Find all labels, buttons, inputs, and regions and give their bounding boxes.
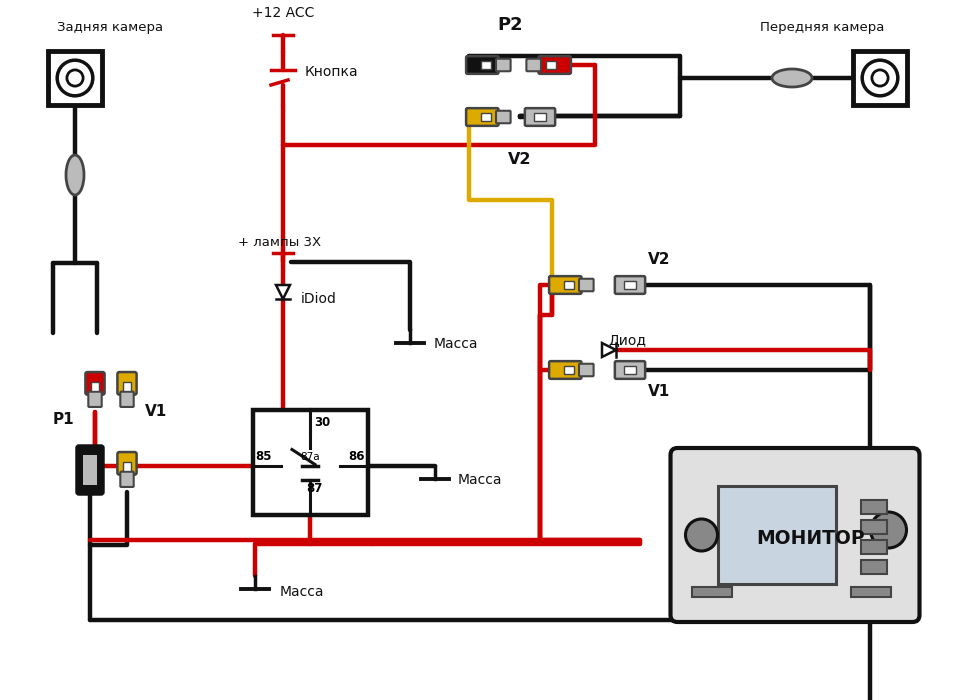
Bar	[252, 410, 368, 514]
Text: Диод: Диод	[608, 333, 646, 347]
Bar	[83, 455, 97, 485]
Ellipse shape	[772, 69, 812, 87]
Bar	[91, 382, 99, 391]
Circle shape	[862, 60, 898, 96]
Text: 30: 30	[314, 416, 330, 428]
Bar	[564, 281, 574, 288]
Text: Масса: Масса	[458, 473, 502, 487]
Text: 85: 85	[255, 449, 272, 463]
Text: V1: V1	[648, 384, 670, 400]
Bar	[48, 51, 102, 105]
Bar	[123, 462, 132, 471]
FancyBboxPatch shape	[77, 446, 103, 494]
Bar	[481, 113, 492, 120]
Text: 86: 86	[348, 449, 365, 463]
Text: 87a: 87a	[300, 452, 320, 461]
FancyBboxPatch shape	[579, 279, 593, 291]
FancyBboxPatch shape	[120, 472, 133, 487]
Circle shape	[685, 519, 717, 551]
Text: Масса: Масса	[280, 585, 324, 599]
Text: Кнопка: Кнопка	[305, 65, 359, 79]
FancyBboxPatch shape	[496, 59, 511, 71]
FancyBboxPatch shape	[549, 276, 582, 294]
Bar	[860, 500, 886, 514]
FancyBboxPatch shape	[614, 361, 645, 379]
Text: Задняя камера: Задняя камера	[57, 22, 163, 34]
Bar	[123, 382, 132, 391]
Bar	[534, 113, 546, 121]
Bar	[718, 486, 836, 584]
Text: V1: V1	[145, 405, 167, 419]
Bar	[691, 587, 732, 597]
Bar	[481, 62, 492, 69]
FancyBboxPatch shape	[85, 372, 105, 395]
Circle shape	[872, 70, 888, 86]
Bar	[860, 520, 886, 534]
FancyBboxPatch shape	[579, 364, 593, 377]
FancyBboxPatch shape	[496, 111, 511, 123]
FancyBboxPatch shape	[120, 392, 133, 407]
Bar	[860, 560, 886, 574]
Text: МОНИТОР: МОНИТОР	[756, 529, 865, 549]
FancyBboxPatch shape	[525, 108, 555, 126]
Bar	[860, 540, 886, 554]
Bar	[624, 281, 636, 289]
Bar	[851, 587, 891, 597]
Text: Масса: Масса	[434, 337, 478, 351]
Bar	[624, 366, 636, 374]
Bar	[546, 62, 556, 69]
Text: Передняя камера: Передняя камера	[759, 22, 884, 34]
Text: +12 ACC: +12 ACC	[252, 6, 314, 20]
Bar	[853, 51, 907, 105]
Polygon shape	[602, 343, 616, 357]
Bar	[564, 366, 574, 374]
Text: P1: P1	[53, 412, 75, 428]
Circle shape	[58, 60, 93, 96]
Text: V2: V2	[648, 253, 670, 267]
FancyBboxPatch shape	[117, 452, 136, 475]
FancyBboxPatch shape	[614, 276, 645, 294]
Text: 87: 87	[306, 482, 323, 496]
FancyBboxPatch shape	[526, 59, 541, 71]
FancyBboxPatch shape	[117, 372, 136, 395]
FancyBboxPatch shape	[539, 56, 571, 74]
Text: P2: P2	[497, 16, 523, 34]
Text: iDiod: iDiod	[301, 292, 337, 306]
Ellipse shape	[66, 155, 84, 195]
Circle shape	[67, 70, 84, 86]
Polygon shape	[276, 285, 290, 299]
Text: V2: V2	[508, 153, 532, 167]
FancyBboxPatch shape	[670, 448, 920, 622]
FancyBboxPatch shape	[549, 361, 582, 379]
Circle shape	[871, 512, 906, 548]
FancyBboxPatch shape	[467, 56, 498, 74]
FancyBboxPatch shape	[88, 392, 102, 407]
Text: + лампы 3Х: + лампы 3Х	[238, 235, 322, 248]
FancyBboxPatch shape	[467, 108, 498, 126]
